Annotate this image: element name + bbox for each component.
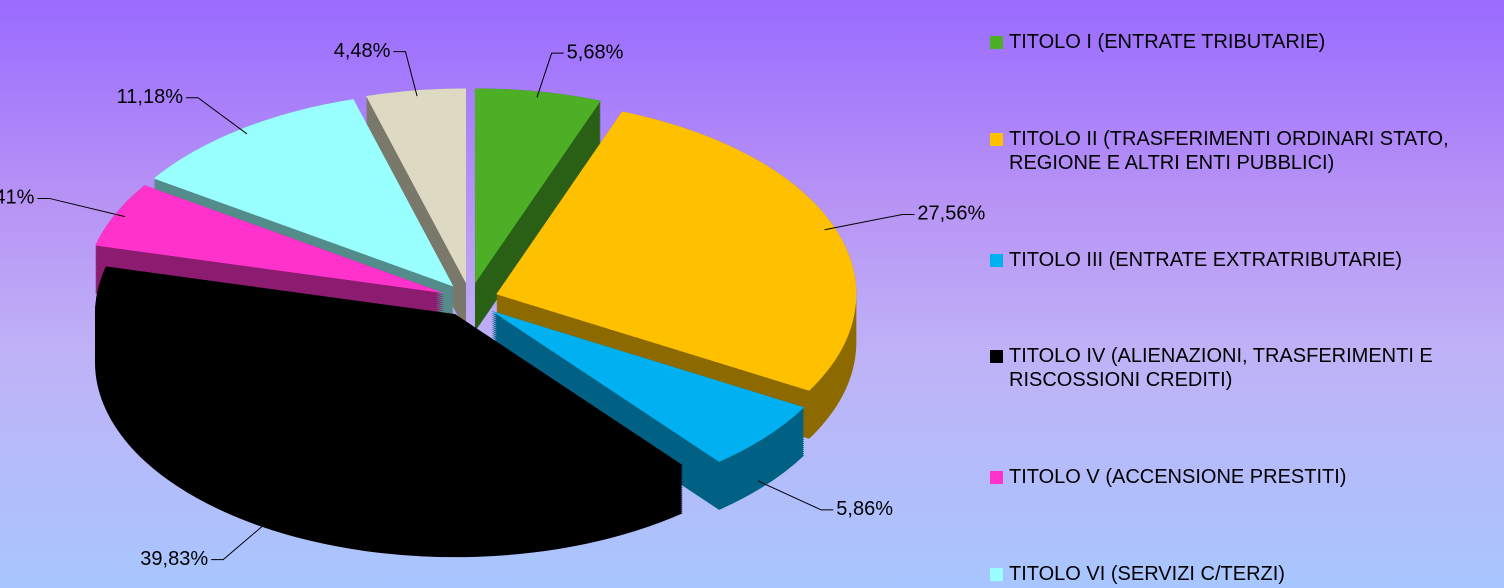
data-label: 5,68% (567, 41, 624, 63)
data-label: 39,83% (140, 548, 208, 570)
legend: TITOLO I (ENTRATE TRIBUTARIE) TITOLO II (… (990, 30, 1500, 586)
legend-item: TITOLO IV (ALIENAZIONI, TRASFERIMENTI E … (990, 344, 1500, 392)
data-label: 11,18% (117, 86, 184, 108)
data-label: 27,56% (917, 203, 985, 225)
legend-swatch (990, 36, 1003, 49)
legend-swatch (990, 350, 1003, 364)
legend-label: TITOLO I (ENTRATE TRIBUTARIE) (1009, 31, 1326, 53)
data-label: 5,86% (836, 498, 893, 520)
slice (95, 185, 445, 294)
legend-item: TITOLO III (ENTRATE EXTRATRIBUTARIE) (990, 248, 1500, 272)
legend-label: TITOLO III (ENTRATE EXTRATRIBUTARIE) (1009, 248, 1402, 271)
legend-item: TITOLO VI (SERVIZI C/TERZI) (990, 562, 1500, 586)
slice (491, 310, 805, 462)
slice (153, 99, 454, 287)
legend-swatch (990, 132, 1003, 146)
legend-label: TITOLO VI (SERVIZI C/TERZI) (1009, 562, 1285, 585)
legend-swatch (990, 253, 1003, 267)
legend-swatch (990, 567, 1003, 581)
leader-line (536, 52, 564, 98)
slice (496, 111, 857, 391)
legend-item: TITOLO V (ACCENSIONE PRESTITI) (990, 465, 1500, 489)
legend-label: TITOLO II (TRASFERIMENTI ORDINARI STATO,… (1009, 127, 1449, 174)
legend-swatch (990, 471, 1003, 485)
slice (94, 266, 683, 510)
leader-line (824, 213, 915, 231)
chart: 5,68% 27,56% 5,86% 39,83% 5,41% 11,18% 4,48% (0, 40, 985, 570)
legend-label: TITOLO V (ACCENSIONE PRESTITI) (1009, 466, 1347, 489)
leader-line (37, 197, 126, 218)
legend-item: TITOLO I (ENTRATE TRIBUTARIE) (990, 30, 1500, 54)
legend-item: TITOLO II (TRASFERIMENTI ORDINARI STATO,… (990, 127, 1500, 175)
leader-line (185, 97, 248, 135)
slice (366, 88, 467, 284)
leader-line (757, 480, 834, 511)
leader-line (211, 521, 268, 561)
data-label: 5,41% (0, 187, 35, 209)
leader-line (393, 51, 418, 97)
data-label: 4,48% (334, 40, 391, 62)
slice (474, 88, 601, 284)
legend-label: TITOLO IV (ALIENAZIONI, TRASFERIMENTI E … (1009, 345, 1433, 392)
